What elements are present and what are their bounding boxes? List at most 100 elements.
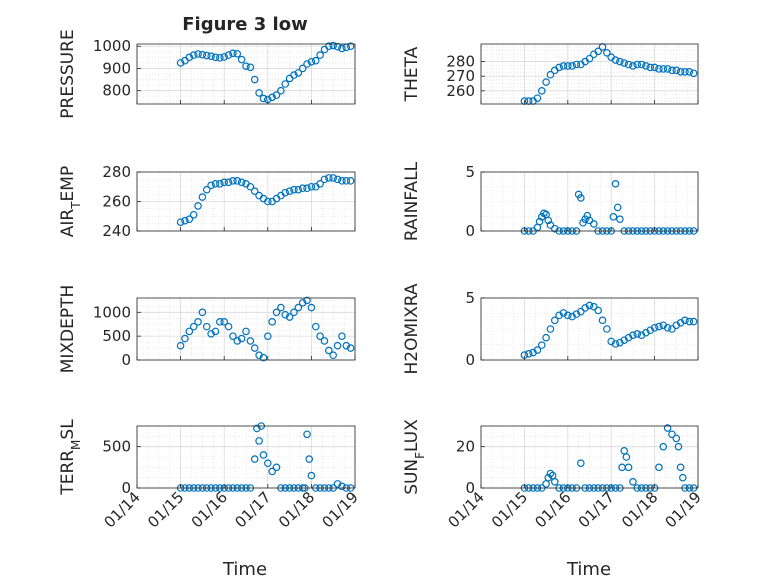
subplot-rainfall: 0 5 RAINFALL bbox=[402, 161, 699, 241]
y-tick-label: 260 bbox=[102, 193, 131, 211]
x-tick-label: 01/16 bbox=[531, 488, 574, 531]
data-point bbox=[346, 344, 355, 352]
data-point bbox=[194, 50, 202, 58]
data-point bbox=[294, 69, 303, 77]
data-point bbox=[524, 349, 533, 358]
axes-box bbox=[480, 425, 699, 489]
subplot-air-temp: 240 260 280 AIRTEMP bbox=[58, 163, 356, 240]
y-axis-label: THETA bbox=[402, 46, 422, 102]
data-point bbox=[250, 455, 259, 463]
x-tick-label: 01/16 bbox=[188, 488, 231, 531]
data-point bbox=[281, 188, 290, 197]
data-point bbox=[650, 323, 659, 332]
data-point bbox=[202, 185, 211, 194]
data-point bbox=[616, 57, 624, 66]
data-point bbox=[216, 53, 224, 62]
y-tick-label: 900 bbox=[102, 59, 131, 77]
data-point bbox=[585, 301, 594, 310]
data-point bbox=[290, 308, 298, 317]
data-point bbox=[663, 65, 672, 73]
data-point bbox=[685, 68, 694, 76]
data-point bbox=[211, 327, 220, 336]
data-point bbox=[633, 330, 642, 338]
data-point bbox=[316, 332, 324, 340]
data-point bbox=[259, 94, 268, 103]
data-point bbox=[320, 175, 329, 184]
data-point bbox=[672, 434, 681, 443]
data-point bbox=[294, 185, 303, 194]
data-point bbox=[685, 317, 694, 326]
data-point bbox=[546, 70, 555, 79]
data-point bbox=[594, 306, 602, 315]
xlabel-left: Time bbox=[222, 559, 267, 580]
data-point bbox=[555, 63, 563, 72]
y-tick-label: 500 bbox=[102, 327, 131, 345]
x-tick-label: 01/15 bbox=[144, 488, 187, 531]
data-point bbox=[650, 63, 659, 72]
data-point bbox=[207, 329, 215, 338]
data-point bbox=[629, 477, 637, 486]
data-point bbox=[202, 322, 211, 331]
data-point bbox=[207, 181, 215, 190]
data-point bbox=[338, 44, 346, 53]
data-point bbox=[285, 187, 294, 195]
data-point bbox=[544, 473, 553, 482]
data-point bbox=[346, 42, 355, 51]
data-point bbox=[333, 341, 342, 350]
data-point bbox=[642, 62, 650, 70]
data-point bbox=[207, 52, 215, 61]
data-point bbox=[259, 353, 268, 362]
x-tick-label: 01/19 bbox=[319, 488, 362, 531]
data-point bbox=[281, 310, 290, 319]
data-point bbox=[303, 184, 311, 193]
data-point bbox=[546, 469, 555, 478]
y-tick-label: 20 bbox=[456, 438, 475, 456]
data-point bbox=[189, 322, 198, 331]
data-point bbox=[194, 202, 202, 210]
data-point bbox=[224, 178, 233, 187]
data-point bbox=[329, 174, 338, 182]
data-point bbox=[550, 316, 559, 325]
x-tick-label: 01/19 bbox=[662, 488, 705, 531]
data-point bbox=[224, 322, 233, 331]
data-point bbox=[333, 42, 342, 51]
data-point bbox=[563, 311, 572, 320]
data-point bbox=[246, 337, 255, 345]
data-point bbox=[281, 80, 290, 88]
y-axis-label: RAINFALL bbox=[402, 161, 422, 241]
data-point bbox=[659, 65, 668, 73]
data-point bbox=[620, 59, 629, 67]
data-point bbox=[655, 322, 663, 331]
data-point bbox=[577, 194, 585, 202]
data-point bbox=[307, 57, 316, 66]
data-point bbox=[311, 56, 320, 65]
data-point bbox=[346, 177, 355, 185]
data-point bbox=[268, 93, 276, 102]
y-tick-label: 0 bbox=[465, 479, 475, 497]
data-point bbox=[674, 442, 683, 451]
data-point bbox=[633, 60, 642, 69]
data-point bbox=[689, 69, 698, 78]
data-point bbox=[272, 463, 281, 472]
data-point bbox=[294, 303, 303, 312]
data-point bbox=[668, 325, 676, 333]
data-point bbox=[305, 455, 314, 463]
data-point bbox=[185, 327, 194, 336]
data-point bbox=[598, 316, 607, 325]
data-point bbox=[298, 184, 307, 193]
data-point bbox=[255, 89, 263, 97]
data-point bbox=[181, 216, 189, 225]
y-tick-label: 0 bbox=[121, 479, 131, 497]
data-point bbox=[590, 220, 598, 228]
data-point bbox=[537, 341, 546, 349]
data-point bbox=[198, 308, 207, 317]
y-axis-label: MIXDEPTH bbox=[58, 285, 78, 374]
data-point bbox=[268, 318, 276, 326]
data-point bbox=[181, 334, 189, 343]
data-point bbox=[590, 302, 598, 311]
subplot-h2omixra: 0 5 H2OMIXRA bbox=[402, 283, 699, 375]
data-point bbox=[229, 177, 237, 185]
y-tick-label: 5 bbox=[465, 289, 475, 307]
